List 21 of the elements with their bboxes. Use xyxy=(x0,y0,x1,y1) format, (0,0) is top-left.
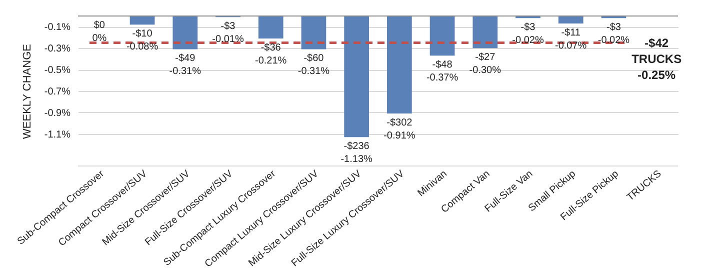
data-label: -$3 -0.02% xyxy=(512,22,544,46)
data-label: -$48 -0.37% xyxy=(426,60,458,84)
data-label: $0 0% xyxy=(92,20,107,44)
ref-line-label: -$42 TRUCKS -0.25% xyxy=(632,36,682,82)
y-tick-label: -0.3% xyxy=(44,44,71,55)
data-label: -$60 -0.31% xyxy=(298,53,330,78)
data-label: -$236 -1.13% xyxy=(340,141,373,166)
y-tick-label: -0.9% xyxy=(44,108,71,119)
y-tick-label: -0.5% xyxy=(44,65,71,76)
data-label: -$302 -0.91% xyxy=(384,118,416,142)
y-axis-title: WEEKLY CHANGE xyxy=(21,44,34,139)
data-label: -$3 -0.01% xyxy=(212,21,244,46)
y-tick-label: -0.1% xyxy=(44,22,71,34)
data-label: -$49 -0.31% xyxy=(169,53,202,78)
data-label: -$36 -0.21% xyxy=(255,42,287,66)
y-tick-label: -0.7% xyxy=(44,86,71,98)
data-label: -$27 -0.30% xyxy=(469,52,502,76)
y-tick-label: -1.1% xyxy=(44,129,71,140)
data-label: -$3 -0.02% xyxy=(598,22,630,46)
data-label: -$10 -0.08% xyxy=(126,28,158,53)
data-label: -$11 -0.07% xyxy=(555,28,587,52)
